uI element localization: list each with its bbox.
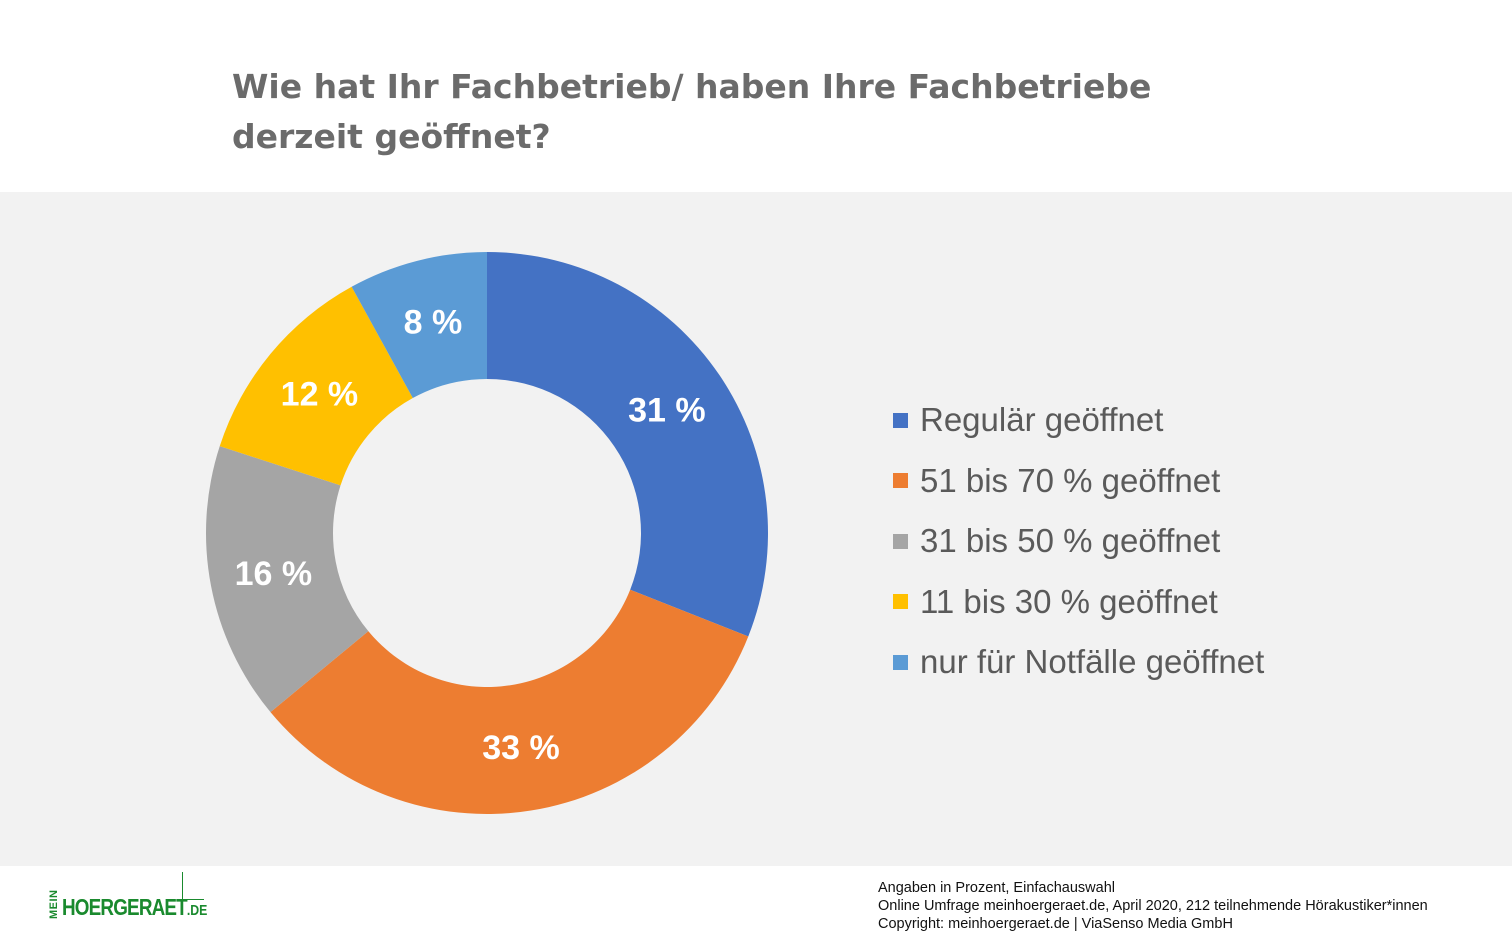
donut-chart: 31 % 33 % 16 % 12 % 8 % bbox=[206, 252, 768, 815]
legend-item-11-30: 11 bis 30 % geöffnet bbox=[893, 572, 1264, 633]
donut-slice-emergency bbox=[351, 252, 487, 399]
data-label-51-70: 33 % bbox=[482, 729, 560, 767]
legend-label: 51 bis 70 % geöffnet bbox=[920, 461, 1221, 499]
logo-corner-line-horizontal bbox=[182, 899, 204, 900]
legend-label: Regulär geöffnet bbox=[920, 401, 1164, 439]
logo-wordmark: HOERGERAET.DE bbox=[62, 894, 207, 921]
footer-note-copyright: Copyright: meinhoergeraet.de | ViaSenso … bbox=[878, 916, 1233, 932]
legend-swatch bbox=[893, 654, 908, 670]
legend-swatch bbox=[893, 473, 908, 489]
legend-item-emergency: nur für Notfälle geöffnet bbox=[893, 632, 1264, 693]
legend-item-regular: Regulär geöffnet bbox=[893, 390, 1264, 451]
legend-label: 11 bis 30 % geöffnet bbox=[920, 582, 1218, 620]
chart-legend: Regulär geöffnet 51 bis 70 % geöffnet 31… bbox=[893, 390, 1264, 693]
logo-prefix: MEIN bbox=[48, 889, 60, 919]
data-label-31-50: 16 % bbox=[235, 555, 313, 593]
donut-slice-31-50 bbox=[206, 446, 369, 713]
footer-notes: Angaben in Prozent, Einfachauswahl Onlin… bbox=[878, 879, 1428, 933]
legend-item-31-50: 31 bis 50 % geöffnet bbox=[893, 511, 1264, 572]
footer-note-survey: Online Umfrage meinhoergeraet.de, April … bbox=[878, 898, 1428, 914]
data-label-emergency: 8 % bbox=[404, 303, 463, 341]
chart-title-line-1: Wie hat Ihr Fachbetrieb/ haben Ihre Fach… bbox=[232, 67, 1152, 106]
legend-label: 31 bis 50 % geöffnet bbox=[920, 522, 1221, 560]
chart-panel: 31 % 33 % 16 % 12 % 8 % Regulär geöffnet 51 … bbox=[0, 192, 1512, 866]
logo-tld: .DE bbox=[186, 902, 208, 919]
logo-main-text: HOERGERAET bbox=[62, 894, 188, 920]
data-label-11-30: 12 % bbox=[281, 375, 359, 413]
legend-label: nur für Notfälle geöffnet bbox=[920, 643, 1265, 681]
legend-swatch bbox=[893, 533, 908, 549]
chart-title-line-2: derzeit geöffnet? bbox=[232, 117, 551, 156]
legend-swatch bbox=[893, 594, 908, 610]
donut-data-labels: 31 % 33 % 16 % 12 % 8 % bbox=[235, 303, 706, 766]
donut-slice-51-70 bbox=[270, 589, 749, 815]
legend-item-51-70: 51 bis 70 % geöffnet bbox=[893, 451, 1264, 512]
data-label-regular: 31 % bbox=[628, 392, 706, 430]
logo-corner-line-vertical bbox=[182, 872, 183, 900]
meinhoergeraet-logo: MEIN HOERGERAET.DE bbox=[46, 872, 216, 924]
donut-slice-11-30 bbox=[219, 286, 413, 486]
legend-swatch bbox=[893, 412, 908, 428]
donut-slice-regular bbox=[487, 252, 768, 637]
footer-note-method: Angaben in Prozent, Einfachauswahl bbox=[878, 880, 1115, 896]
chart-title: Wie hat Ihr Fachbetrieb/ haben Ihre Fach… bbox=[232, 62, 1232, 162]
donut-slices bbox=[206, 252, 768, 815]
